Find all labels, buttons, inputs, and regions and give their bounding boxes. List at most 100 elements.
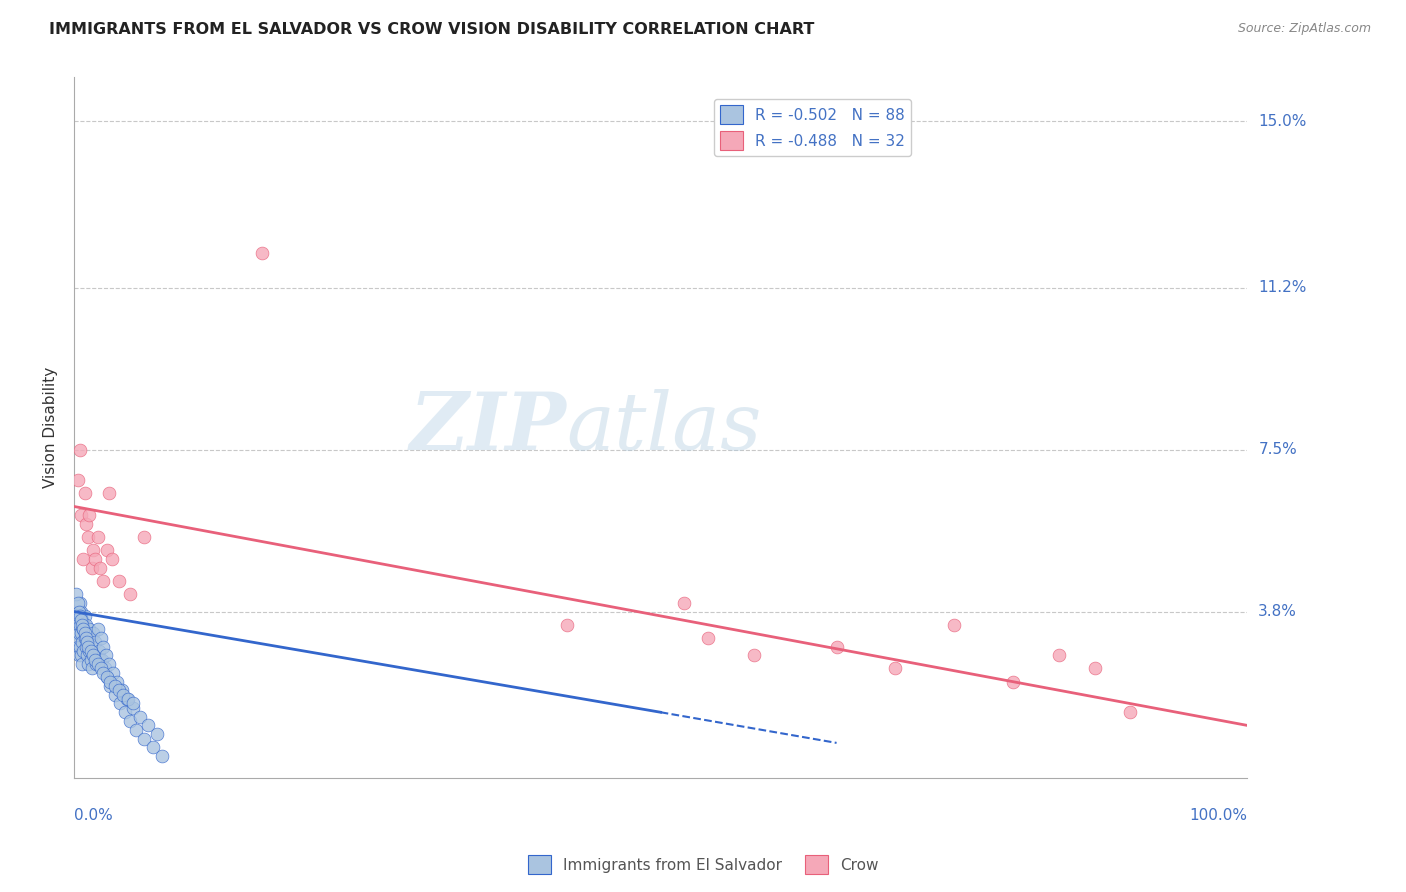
- Point: [70, 648, 93, 663]
- Point: [121, 697, 143, 711]
- Point: [69, 442, 91, 457]
- Point: [93, 640, 115, 654]
- Text: atlas: atlas: [567, 389, 762, 467]
- Point: [72, 657, 94, 672]
- Point: [96, 543, 118, 558]
- Point: [94, 648, 117, 663]
- Point: [101, 665, 124, 680]
- Point: [87, 644, 110, 658]
- Point: [84, 653, 107, 667]
- Point: [73, 631, 96, 645]
- Point: [104, 688, 127, 702]
- Point: [89, 653, 111, 667]
- Text: 7.5%: 7.5%: [1258, 442, 1296, 457]
- Point: [65, 613, 87, 627]
- Point: [1084, 661, 1107, 675]
- Point: [72, 622, 94, 636]
- Point: [696, 631, 718, 645]
- Point: [66, 596, 89, 610]
- Point: [65, 626, 87, 640]
- Point: [82, 626, 104, 640]
- Point: [673, 596, 696, 610]
- Point: [76, 626, 98, 640]
- Point: [250, 245, 273, 260]
- Point: [884, 661, 907, 675]
- Text: Source: ZipAtlas.com: Source: ZipAtlas.com: [1237, 22, 1371, 36]
- Point: [69, 596, 91, 610]
- Point: [120, 714, 142, 728]
- Point: [136, 718, 159, 732]
- Point: [96, 670, 118, 684]
- Point: [75, 516, 97, 531]
- Point: [80, 661, 103, 675]
- Text: 0.0%: 0.0%: [75, 808, 112, 823]
- Point: [86, 622, 108, 636]
- Point: [1001, 674, 1024, 689]
- Point: [100, 679, 122, 693]
- Point: [128, 709, 150, 723]
- Point: [825, 640, 848, 654]
- Point: [72, 635, 94, 649]
- Point: [67, 626, 90, 640]
- Point: [86, 657, 108, 672]
- Point: [117, 692, 139, 706]
- Point: [744, 648, 766, 663]
- Point: [82, 648, 104, 663]
- Text: ZIP: ZIP: [411, 389, 567, 467]
- Point: [142, 740, 165, 755]
- Point: [79, 631, 101, 645]
- Point: [75, 617, 97, 632]
- Point: [98, 486, 121, 500]
- Point: [86, 657, 108, 672]
- Text: 15.0%: 15.0%: [1258, 113, 1306, 128]
- Point: [72, 622, 94, 636]
- Point: [91, 653, 114, 667]
- Point: [89, 561, 111, 575]
- Point: [67, 605, 90, 619]
- Point: [83, 648, 105, 663]
- Text: 100.0%: 100.0%: [1189, 808, 1247, 823]
- Point: [66, 617, 89, 632]
- Point: [66, 640, 89, 654]
- Point: [77, 657, 100, 672]
- Point: [90, 661, 112, 675]
- Point: [77, 635, 100, 649]
- Point: [86, 530, 108, 544]
- Point: [77, 530, 100, 544]
- Point: [67, 648, 90, 663]
- Point: [79, 508, 101, 523]
- Text: 11.2%: 11.2%: [1258, 280, 1306, 295]
- Point: [79, 644, 101, 658]
- Y-axis label: Vision Disability: Vision Disability: [44, 367, 58, 488]
- Point: [66, 473, 89, 487]
- Point: [73, 486, 96, 500]
- Point: [67, 605, 90, 619]
- Point: [76, 635, 98, 649]
- Point: [77, 640, 100, 654]
- Point: [146, 727, 169, 741]
- Point: [70, 626, 93, 640]
- Point: [125, 723, 148, 737]
- Point: [108, 697, 131, 711]
- Point: [93, 665, 115, 680]
- Point: [93, 661, 115, 675]
- Point: [72, 613, 94, 627]
- Point: [80, 640, 103, 654]
- Point: [107, 674, 129, 689]
- Point: [96, 670, 118, 684]
- Point: [82, 543, 104, 558]
- Legend: R = -0.502   N = 88, R = -0.488   N = 32: R = -0.502 N = 88, R = -0.488 N = 32: [714, 99, 911, 156]
- Point: [100, 674, 122, 689]
- Point: [70, 613, 93, 627]
- Point: [107, 574, 129, 588]
- Point: [90, 631, 112, 645]
- Point: [134, 731, 156, 746]
- Point: [93, 574, 115, 588]
- Point: [72, 617, 94, 632]
- Legend: Immigrants from El Salvador, Crow: Immigrants from El Salvador, Crow: [522, 849, 884, 880]
- Point: [70, 605, 93, 619]
- Point: [84, 552, 107, 566]
- Point: [79, 644, 101, 658]
- Point: [65, 635, 87, 649]
- Point: [70, 508, 93, 523]
